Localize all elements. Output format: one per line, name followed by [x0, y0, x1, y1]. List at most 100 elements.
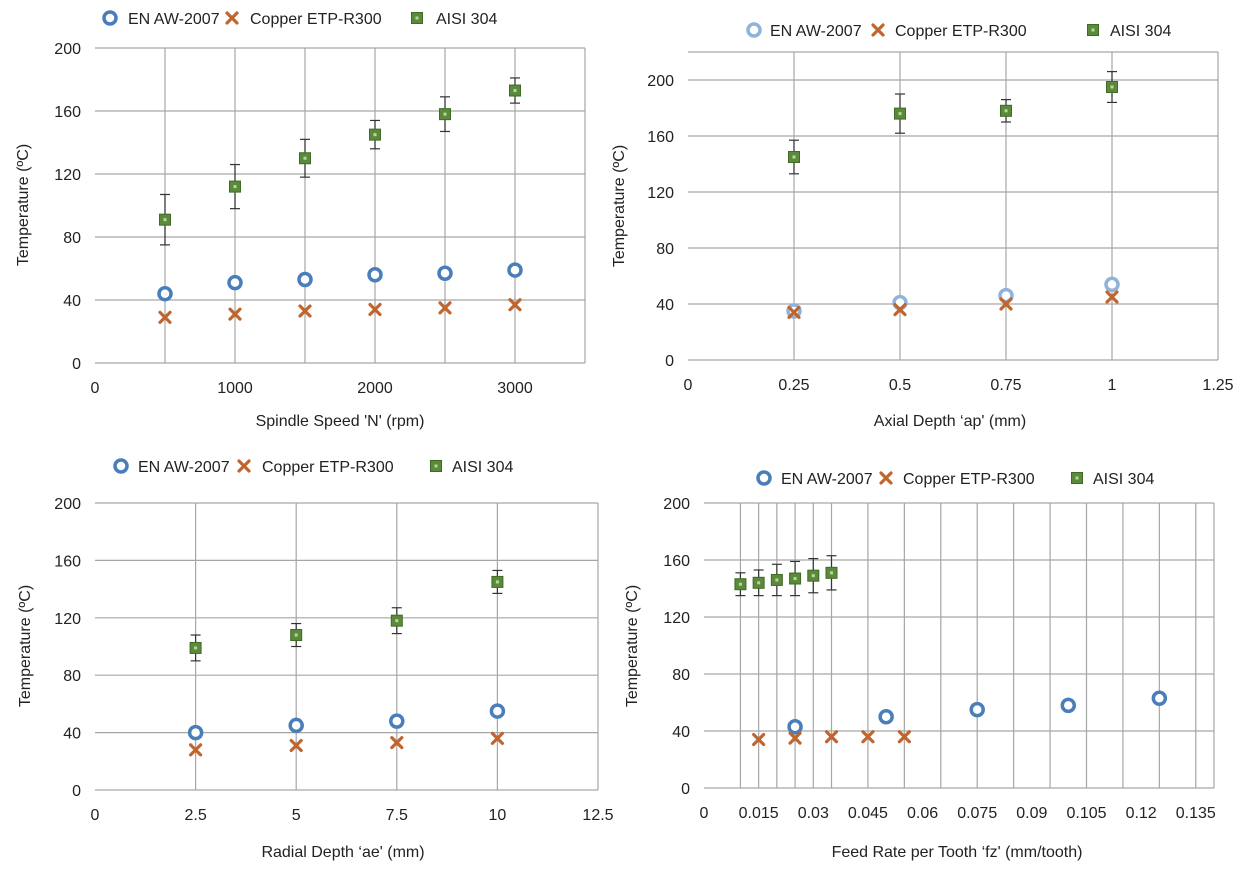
data-point — [227, 274, 243, 291]
data-point — [1105, 290, 1119, 304]
data-point — [367, 267, 383, 283]
legend-label: Copper ETP-R300 — [262, 459, 394, 476]
legend-label: AISI 304 — [452, 459, 513, 476]
legend-marker-aisi — [411, 12, 423, 24]
series-copper-etp-r300 — [787, 290, 1119, 319]
legend: EN AW-2007 Copper ETP-R300 AISI 304 — [113, 458, 513, 476]
legend-marker-copper — [879, 471, 893, 485]
legend-marker-copper — [871, 23, 885, 37]
legend: EN AW-2007 Copper ETP-R300 AISI 304 — [102, 10, 497, 28]
x-tick-label: 0.045 — [848, 805, 888, 822]
data-point — [509, 84, 521, 97]
legend: EN AW-2007 Copper ETP-R300 AISI 304 — [756, 470, 1154, 488]
y-tick-label: 0 — [665, 353, 674, 370]
y-axis-title: Temperature (ºC) — [17, 585, 34, 707]
data-point — [437, 265, 453, 281]
data-point — [1151, 690, 1168, 706]
data-point — [390, 736, 404, 750]
x-tick-label: 2.5 — [184, 807, 206, 824]
chart-panel-3: 0 40 80 120 160 200 0 2.5 5 7.5 10 12.5 Radial Depth… — [17, 458, 614, 861]
legend-label: EN AW-2007 — [138, 459, 230, 476]
data-point — [824, 730, 839, 744]
y-tick-label: 200 — [663, 496, 690, 513]
data-point — [787, 305, 801, 319]
data-point — [438, 301, 452, 315]
data-point — [508, 298, 522, 312]
legend-marker-aisi — [1087, 24, 1099, 36]
x-tick-label: 0 — [91, 380, 100, 397]
y-tick-label: 160 — [54, 104, 81, 121]
data-point — [297, 271, 313, 288]
x-tick-label: 0.5 — [889, 377, 911, 394]
data-point — [189, 641, 202, 654]
data-point — [229, 180, 241, 193]
series-aisi-304 — [788, 70, 1118, 175]
data-point — [290, 629, 303, 642]
data-point — [787, 718, 803, 735]
data-point — [1104, 276, 1120, 293]
series-copper-etp-r300 — [752, 730, 911, 747]
x-tick-label: 7.5 — [386, 807, 408, 824]
data-point — [491, 575, 504, 588]
data-point — [389, 713, 405, 729]
data-point — [998, 287, 1014, 304]
data-point — [969, 701, 985, 718]
y-tick-label: 80 — [63, 230, 81, 247]
data-point — [788, 151, 800, 163]
data-point — [439, 108, 451, 121]
data-point — [1000, 104, 1012, 117]
legend-label: Copper ETP-R300 — [903, 471, 1035, 488]
series-en-aw-2007 — [187, 703, 506, 741]
data-point — [897, 730, 911, 744]
legend-marker-en-aw — [102, 10, 118, 26]
series-copper-etp-r300 — [158, 298, 522, 324]
x-tick-label: 0.09 — [1016, 805, 1047, 822]
y-tick-label: 200 — [54, 41, 81, 58]
data-point — [298, 304, 312, 318]
y-tick-label: 120 — [663, 610, 690, 627]
x-axis-title: Spindle Speed 'N' (rpm) — [256, 413, 425, 430]
data-point — [770, 573, 783, 586]
data-point — [894, 107, 906, 120]
x-tick-label: 0 — [700, 805, 709, 822]
y-tick-label: 40 — [672, 724, 690, 741]
data-point — [159, 213, 171, 226]
y-tick-label: 120 — [54, 167, 81, 184]
series-aisi-304 — [734, 555, 838, 597]
y-tick-label: 40 — [63, 293, 81, 310]
data-point — [489, 703, 506, 719]
data-point — [299, 152, 311, 165]
x-tick-label: 0.135 — [1176, 805, 1216, 822]
y-tick-label: 80 — [656, 241, 674, 258]
y-tick-label: 80 — [672, 667, 690, 684]
data-point — [490, 731, 504, 745]
series-aisi-304 — [159, 77, 521, 246]
y-tick-label: 0 — [681, 781, 690, 798]
chart-panel-4: 0 40 80 120 160 200 0 0.015 0.03 0.045 0.06 0.075 0.… — [624, 470, 1216, 861]
x-tick-label: 0.03 — [798, 805, 829, 822]
legend-label: AISI 304 — [1110, 23, 1171, 40]
data-point — [228, 307, 242, 321]
x-tick-label: 0.015 — [739, 805, 779, 822]
data-point — [893, 303, 907, 317]
x-tick-label: 12.5 — [582, 807, 613, 824]
y-axis-title: Temperature (ºC) — [611, 145, 628, 267]
x-tick-label: 0.75 — [990, 377, 1021, 394]
legend-label: Copper ETP-R300 — [250, 11, 382, 28]
data-point — [1060, 697, 1077, 714]
x-tick-label: 1 — [1108, 377, 1117, 394]
legend-marker-copper — [237, 459, 251, 473]
legend-marker-en-aw — [756, 470, 772, 486]
data-point — [157, 285, 173, 302]
y-tick-label: 80 — [63, 668, 81, 685]
legend-label: EN AW-2007 — [770, 23, 862, 40]
series-copper-etp-r300 — [189, 731, 504, 757]
x-tick-label: 0.105 — [1066, 805, 1106, 822]
data-point — [788, 731, 802, 745]
data-point — [390, 614, 403, 627]
data-point — [825, 566, 838, 579]
x-tick-label: 0 — [91, 807, 100, 824]
data-point — [734, 578, 747, 591]
data-point — [752, 732, 766, 747]
